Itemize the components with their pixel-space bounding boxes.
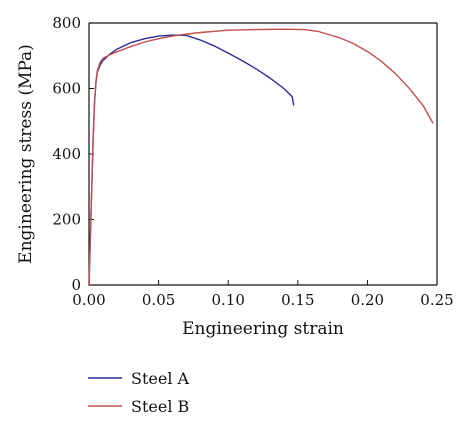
y-tick-label: 400	[52, 145, 81, 163]
y-tick-label: 200	[52, 211, 81, 229]
legend-label-steel-b: Steel B	[131, 397, 189, 416]
y-axis-ticks: 0 200 400 600 800	[52, 14, 94, 294]
series-lines	[88, 28, 434, 286]
y-tick-label: 0	[71, 276, 81, 294]
x-tick-label: 0.00	[72, 291, 105, 309]
legend: Steel A Steel B	[88, 369, 190, 416]
legend-label-steel-a: Steel A	[131, 369, 190, 388]
x-tick-label: 0.10	[211, 291, 244, 309]
y-tick-label: 600	[52, 80, 81, 98]
x-axis-title: Engineering strain	[182, 319, 344, 339]
plot-frame	[88, 22, 438, 286]
x-axis-ticks: 0.00 0.05 0.10 0.15 0.20 0.25	[72, 280, 454, 309]
x-tick-label: 0.15	[281, 291, 314, 309]
y-tick-label: 800	[52, 14, 81, 32]
y-axis-title: Engineering stress (MPa)	[16, 44, 36, 264]
series-line-steel-a	[88, 34, 295, 286]
series-line-steel-b	[88, 28, 434, 286]
x-tick-label: 0.25	[420, 291, 453, 309]
x-tick-label: 0.05	[142, 291, 175, 309]
x-tick-label: 0.20	[351, 291, 384, 309]
